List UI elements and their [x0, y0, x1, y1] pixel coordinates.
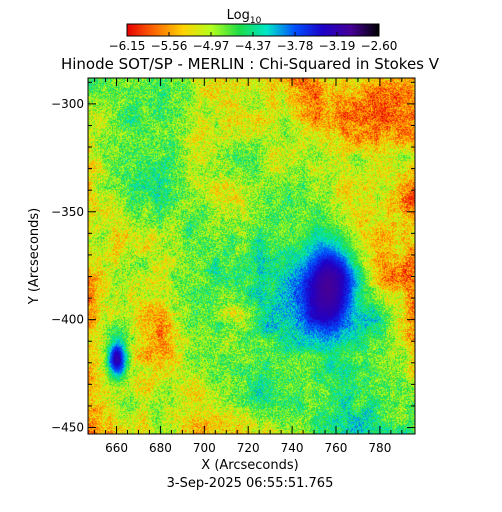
colorbar-tick-label: −6.15 [109, 39, 146, 53]
colorbar-tick-label: −5.56 [151, 39, 188, 53]
heatmap-image [88, 78, 415, 434]
plot-frame [87, 77, 416, 435]
colorbar: Log10 −6.15 −5.56 −4.97 −4.37 −3.78 −3.19 −2.6… [109, 8, 398, 53]
x-axis-label: X (Arcseconds) [201, 458, 298, 473]
x-tick-label: 680 [149, 441, 172, 455]
colorbar-tick-label: −4.37 [235, 39, 272, 53]
x-tick-label: 720 [237, 441, 260, 455]
x-tick-label: 760 [325, 441, 348, 455]
y-tick-label: −300 [51, 97, 84, 111]
colorbar-tick-label: −2.60 [361, 39, 398, 53]
y-tick-label: −400 [51, 313, 84, 327]
chart-title: Hinode SOT/SP - MERLIN : Chi-Squared in … [61, 55, 440, 73]
timestamp: 3-Sep-2025 06:55:51.765 [167, 476, 334, 491]
axis-ticks: 660 680 700 720 740 760 780 −300 −350 −400 −450 [51, 78, 415, 455]
x-tick-label: 740 [281, 441, 304, 455]
colorbar-tick-label: −3.19 [319, 39, 356, 53]
plot-area: 660 680 700 720 740 760 780 −300 −350 −400 −450 [51, 77, 416, 455]
y-tick-label: −450 [51, 421, 84, 435]
x-tick-label: 780 [368, 441, 391, 455]
y-tick-label: −350 [51, 205, 84, 219]
x-tick-label: 660 [105, 441, 128, 455]
x-tick-label: 700 [193, 441, 216, 455]
colorbar-tick-label: −4.97 [193, 39, 230, 53]
y-axis-label: Y (Arcseconds) [27, 208, 42, 305]
colorbar-ticks: −6.15 −5.56 −4.97 −4.37 −3.78 −3.19 −2.60 [109, 32, 398, 53]
colorbar-label: Log10 [227, 8, 262, 26]
colorbar-tick-label: −3.78 [277, 39, 314, 53]
